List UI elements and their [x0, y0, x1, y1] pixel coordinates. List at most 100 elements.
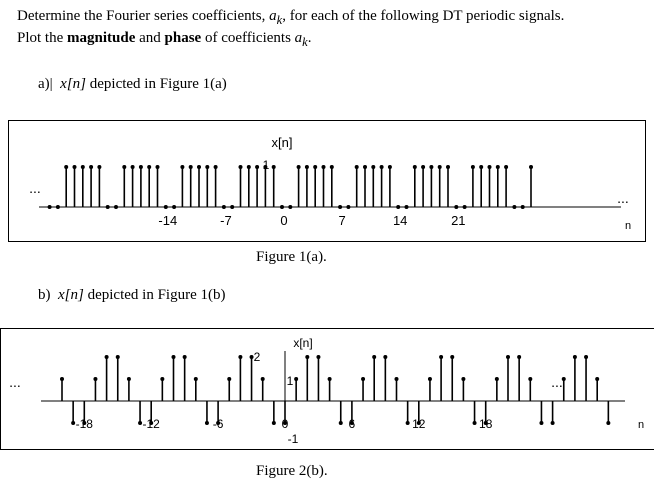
stem-marker: [147, 165, 152, 169]
part-b-text: depicted in Figure 1(b): [83, 287, 226, 303]
zero-marker: [396, 205, 401, 209]
stem-marker: [550, 421, 555, 425]
stem-marker: [405, 421, 410, 425]
stem-marker: [71, 421, 76, 425]
stem-marker: [93, 377, 98, 381]
stem-marker: [494, 377, 499, 381]
statement-text: of coefficients: [201, 30, 295, 46]
stem-marker: [495, 165, 500, 169]
coef-subscript: k: [302, 35, 308, 49]
x-tick-label: -18: [76, 417, 94, 431]
zero-marker: [462, 205, 467, 209]
zero-marker: [47, 205, 52, 209]
stem-marker: [517, 355, 522, 359]
x-tick-label: -6: [213, 417, 224, 431]
stem-marker: [572, 355, 577, 359]
stem-marker: [305, 355, 310, 359]
stem-marker: [529, 165, 533, 169]
stem-marker: [338, 421, 343, 425]
zero-marker: [55, 205, 60, 209]
stem-marker: [416, 421, 421, 425]
part-a-heading: a)| x[n] depicted in Figure 1(a): [38, 76, 227, 93]
y-axis-label: x[n]: [272, 135, 293, 150]
zero-marker: [230, 205, 235, 209]
stem-marker: [283, 421, 287, 425]
stem-marker: [82, 421, 87, 425]
stem-marker: [182, 355, 187, 359]
coef-symbol: a: [269, 8, 277, 24]
zero-marker: [105, 205, 110, 209]
ellipsis-left: ...: [29, 180, 41, 196]
figure-1b: -18 -12 -6 0 6 12 18 n x[n] 2 1 -1......: [0, 328, 654, 450]
stem-marker: [294, 377, 299, 381]
stem-marker: [483, 421, 488, 425]
stem-marker: [329, 165, 334, 169]
stem-marker: [104, 355, 109, 359]
ellipsis-right: ...: [551, 374, 563, 390]
part-b-label: b): [38, 287, 51, 303]
stem-marker: [89, 165, 94, 169]
stem-marker: [429, 165, 434, 169]
x-tick-label: -7: [220, 213, 232, 228]
stem-marker: [327, 377, 332, 381]
stem-marker: [446, 165, 450, 169]
stem-marker: [263, 165, 268, 169]
x-tick-label: 7: [338, 213, 345, 228]
stem-marker: [387, 165, 392, 169]
part-a-label: a)|: [38, 76, 53, 92]
stem-marker: [204, 421, 209, 425]
stem-marker: [316, 355, 321, 359]
x-tick-label: 0: [282, 417, 289, 431]
zero-marker: [172, 205, 177, 209]
zero-marker: [163, 205, 168, 209]
stem-marker: [271, 421, 276, 425]
stem-marker: [561, 377, 566, 381]
zero-marker: [221, 205, 226, 209]
x-tick-label: 6: [349, 417, 356, 431]
stem-marker: [155, 165, 160, 169]
amplitude-label: -1: [288, 432, 299, 446]
coef-symbol: a: [294, 30, 303, 46]
stem-marker: [64, 165, 69, 169]
stem-marker: [126, 377, 131, 381]
statement-text: .: [307, 30, 312, 46]
stem-marker: [255, 165, 260, 169]
magnitude-word: magnitude: [67, 30, 136, 46]
stem-marker: [313, 165, 318, 169]
amplitude-label: 1: [263, 158, 270, 172]
stem-marker: [171, 355, 176, 359]
ellipsis-right: ...: [617, 190, 629, 206]
part-b-heading: b) x[n] depicted in Figure 1(b): [38, 287, 225, 304]
amplitude-label: 2: [254, 350, 261, 364]
phase-word: phase: [164, 30, 202, 46]
stem-marker: [372, 355, 377, 359]
stem-marker: [363, 165, 367, 169]
ellipsis-left: ...: [9, 374, 21, 390]
stem-marker: [238, 355, 243, 359]
x-tick-label: 21: [451, 213, 465, 228]
statement-text: Determine the Fourier series coefficient…: [17, 8, 270, 24]
stem-marker: [216, 421, 221, 425]
figure-1a-caption: Figure 1(a).: [256, 249, 327, 265]
zero-marker: [454, 205, 459, 209]
stem-marker: [439, 355, 444, 359]
stem-marker: [122, 165, 127, 169]
problem-statement-line1: Determine the Fourier series coefficient…: [17, 8, 564, 28]
y-axis-label: x[n]: [293, 336, 312, 350]
stem-marker: [539, 421, 544, 425]
stem-marker: [528, 377, 533, 381]
amplitude-label: 1: [287, 374, 294, 388]
stem-marker: [584, 355, 589, 359]
x-tick-label: 18: [479, 417, 493, 431]
figure-2b-caption: Figure 2(b).: [256, 463, 328, 479]
stem-marker: [80, 165, 85, 169]
stem-marker: [97, 165, 102, 169]
stem-marker: [60, 377, 64, 381]
statement-text: and: [135, 30, 165, 46]
stem-marker: [205, 165, 210, 169]
part-b-signal: x[n]: [58, 287, 84, 303]
part-a-signal: x[n]: [60, 76, 86, 92]
stem-marker: [227, 377, 232, 381]
stem-marker: [427, 377, 432, 381]
stem-marker: [138, 421, 143, 425]
